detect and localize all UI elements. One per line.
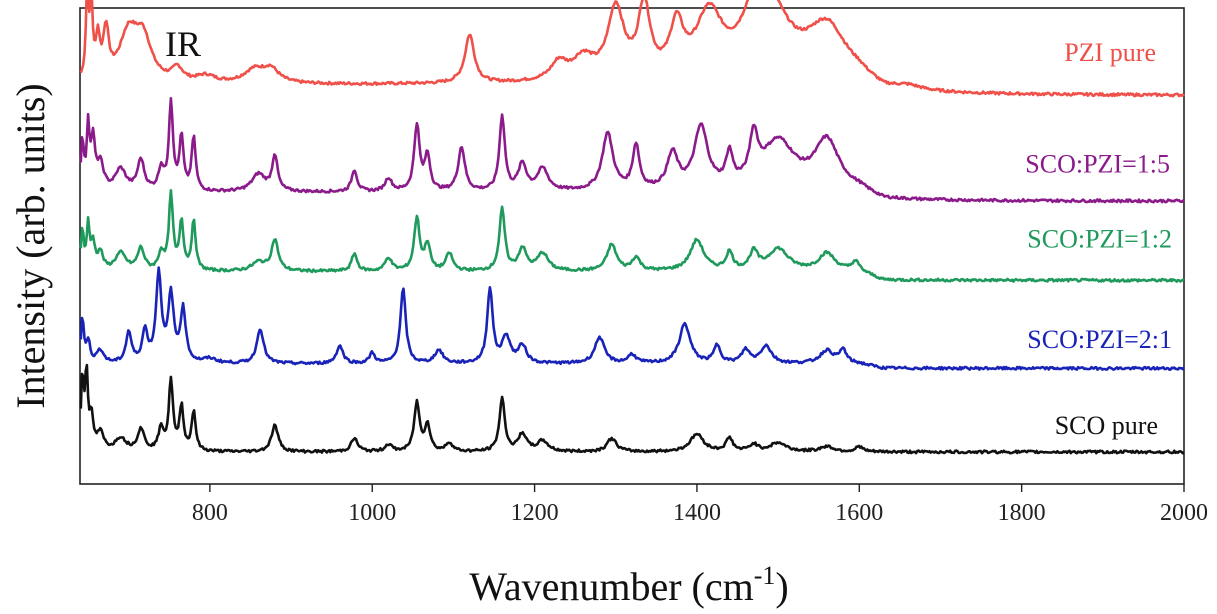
spectra-traces — [79, 0, 1186, 455]
x-axis-title-main: Wavenumber (cm — [469, 564, 753, 609]
spectrum-line — [79, 266, 1186, 371]
x-axis-ticks: 800 1000 1200 1400 1600 1800 2000 — [192, 484, 1208, 526]
series-label: SCO:PZI=2:1 — [1027, 325, 1172, 354]
spectrum-line — [79, 189, 1185, 283]
series-label: SCO pure — [1055, 411, 1158, 440]
x-tick-label: 1800 — [998, 500, 1046, 526]
panel-label: IR — [165, 24, 201, 64]
x-tick-label: 1400 — [673, 500, 721, 526]
series-label: PZI pure — [1064, 38, 1156, 67]
plot-frame — [79, 7, 1185, 485]
series-label: SCO:PZI=1:5 — [1025, 149, 1170, 178]
x-tick-label: 1200 — [511, 500, 559, 526]
x-tick-label: 2000 — [1160, 500, 1208, 526]
x-tick-label: 1600 — [835, 500, 883, 526]
x-axis-title-close: ) — [775, 564, 788, 609]
x-axis-title-superscript: -1 — [754, 561, 776, 590]
x-tick-label: 800 — [192, 500, 228, 526]
x-axis-title: Wavenumber (cm-1) — [469, 561, 788, 609]
x-tick-label: 1000 — [348, 500, 396, 526]
series-label: SCO:PZI=1:2 — [1027, 225, 1172, 254]
spectrum-line — [79, 363, 1185, 455]
series-labels: PZI pure SCO:PZI=1:5 SCO:PZI=1:2 SCO:PZI=2:… — [1025, 38, 1172, 440]
y-axis-title: Intensity (arb. units) — [8, 83, 53, 409]
spectrum-line — [79, 97, 1186, 204]
spectrum-line — [79, 0, 1185, 98]
